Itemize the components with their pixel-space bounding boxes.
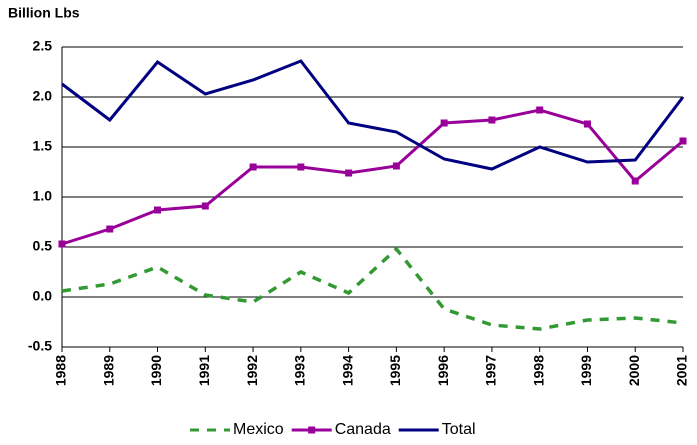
x-tick-label: 1995 [387, 355, 403, 386]
y-tick-label: 0.5 [33, 238, 53, 254]
point-marker [536, 106, 544, 114]
x-tick-label: 1994 [339, 355, 355, 386]
x-tick-label: 1991 [196, 355, 212, 386]
point-marker [440, 119, 448, 127]
x-tick-label: 1998 [530, 355, 546, 386]
legend-label: Total [442, 421, 476, 438]
legend-marker [308, 426, 316, 434]
y-tick-label: 0.0 [33, 288, 53, 304]
series-line [61, 108, 684, 246]
x-tick-label: 1993 [292, 355, 308, 386]
point-marker [488, 116, 496, 124]
series-line [61, 246, 684, 331]
x-tick-label: 1992 [244, 355, 260, 386]
point-marker [249, 163, 257, 171]
y-tick-label: 2.5 [33, 38, 53, 54]
y-tick-label: 1.0 [33, 188, 53, 204]
x-tick-label: 1999 [578, 355, 594, 386]
point-marker [106, 225, 114, 233]
y-tick-label: 1.5 [33, 138, 53, 154]
x-tick-label: 1990 [148, 355, 164, 386]
legend-label: Canada [335, 421, 391, 438]
x-tick-label: 2001 [674, 355, 690, 386]
point-marker [58, 240, 66, 248]
point-marker [583, 120, 591, 128]
point-marker [154, 206, 162, 214]
point-marker [297, 163, 305, 171]
x-tick-label: 1988 [53, 355, 69, 386]
x-tick-label: 1997 [483, 355, 499, 386]
point-marker [631, 177, 639, 185]
x-tick-label: 2000 [626, 355, 642, 386]
point-marker [345, 169, 353, 177]
y-tick-label: 2.0 [33, 88, 53, 104]
point-marker [679, 137, 687, 145]
x-tick-label: 1989 [100, 355, 116, 386]
x-tick-label: 1996 [435, 355, 451, 386]
legend-label: Mexico [233, 421, 284, 438]
y-tick-label: -0.5 [28, 338, 52, 354]
point-marker [392, 162, 400, 170]
point-marker [201, 202, 209, 210]
y-axis-label: Billion Lbs [8, 5, 80, 21]
series-line [61, 59, 685, 171]
